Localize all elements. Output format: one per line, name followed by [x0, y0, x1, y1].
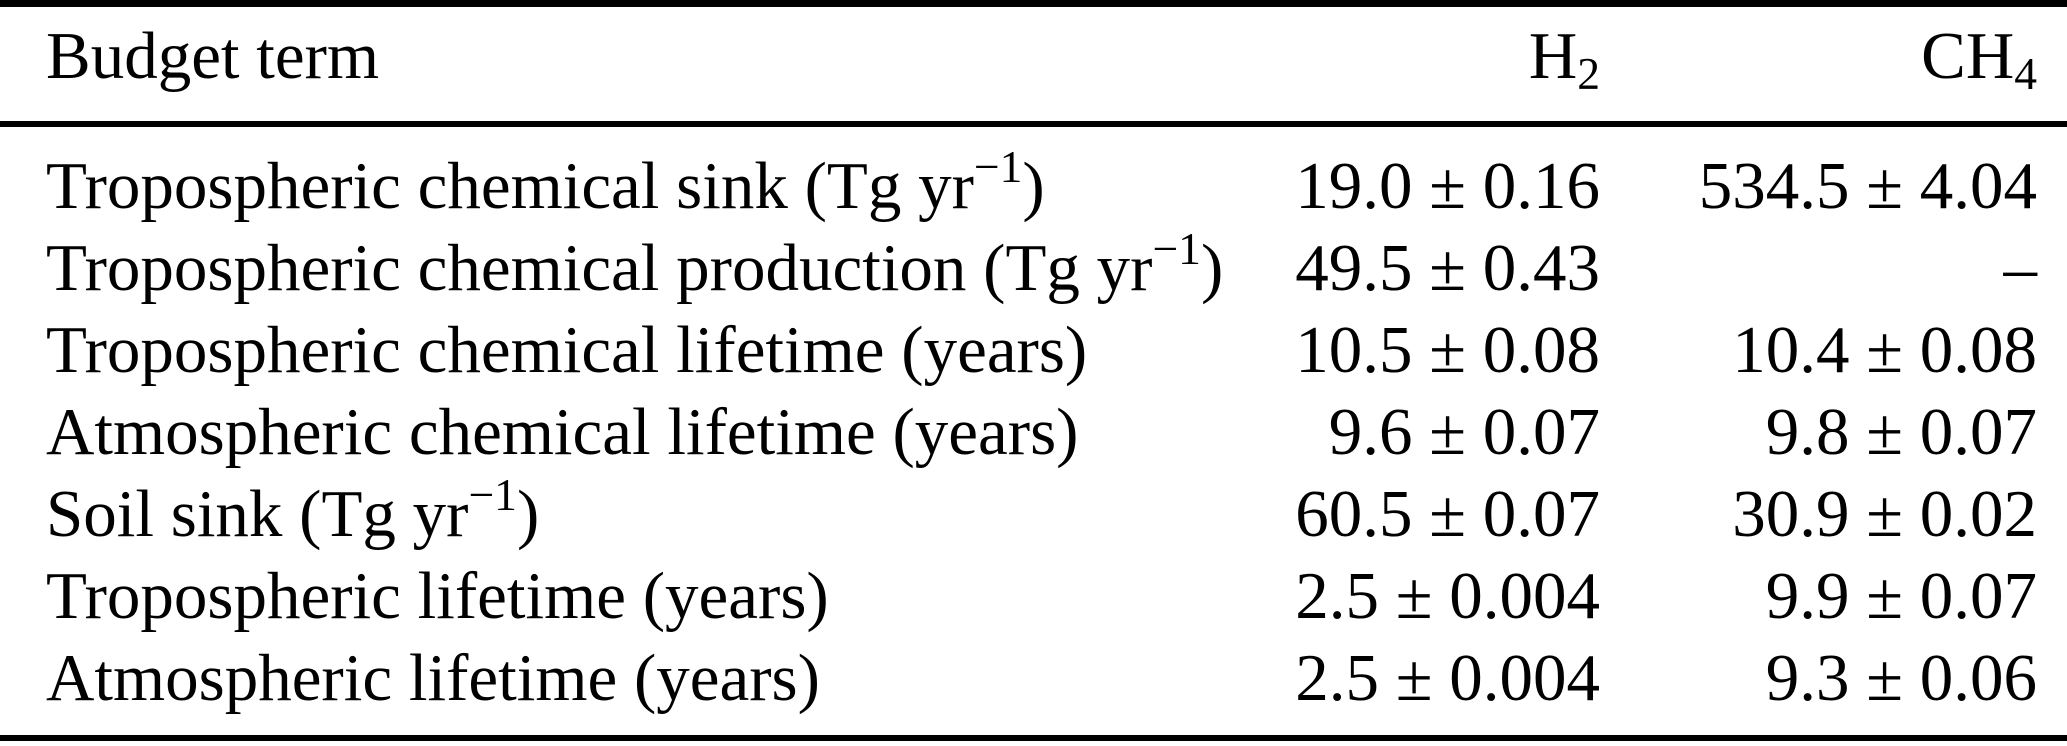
- h2-value-cell: 49.5 ± 0.43: [1295, 231, 1600, 305]
- table-header: Budget term H2 CH4: [0, 3, 2067, 127]
- header-budget-term-label: Budget term: [46, 19, 380, 93]
- ch4-formula-subscript: 4: [2014, 48, 2037, 100]
- budget-term-label-close: ): [516, 477, 540, 551]
- table-row-tropospheric-chemical-sink: Tropospheric chemical sink (Tg yr−1) 19.…: [0, 124, 2067, 227]
- h2-value-cell: 9.6 ± 0.07: [1328, 395, 1600, 469]
- ch4-value-cell: 9.3 ± 0.06: [1765, 641, 2037, 715]
- table-body: Tropospheric chemical sink (Tg yr−1) 19.…: [0, 124, 2067, 738]
- h2-formula-base: H: [1528, 19, 1578, 93]
- header-budget-term: Budget term: [0, 3, 1240, 127]
- unit-exponent: −1: [973, 140, 1023, 192]
- unit-exponent: −1: [468, 468, 517, 520]
- table-row-soil-sink: Soil sink (Tg yr−1) 60.5 ± 0.07 30.9 ± 0…: [0, 471, 2067, 555]
- header-row: Budget term H2 CH4: [0, 3, 2067, 127]
- ch4-value-cell: 9.8 ± 0.07: [1765, 395, 2037, 469]
- ch4-value-cell: 9.9 ± 0.07: [1765, 559, 2037, 633]
- ch4-value-cell: 10.4 ± 0.08: [1732, 313, 2037, 387]
- h2-value-cell: 2.5 ± 0.004: [1295, 559, 1600, 633]
- budget-term-label-close: ): [1200, 231, 1224, 305]
- header-h2: H2: [1240, 3, 1600, 127]
- budget-term-cell: Tropospheric chemical lifetime (years): [0, 309, 1240, 391]
- budget-term-label: Tropospheric chemical production (Tg yr: [46, 231, 1153, 305]
- ch4-value-cell: –: [2003, 231, 2038, 305]
- h2-value-cell: 2.5 ± 0.004: [1295, 641, 1600, 715]
- budget-term-label: Tropospheric chemical lifetime (years): [46, 313, 1088, 387]
- budget-term-cell: Tropospheric chemical production (Tg yr−…: [0, 225, 1240, 309]
- budget-term-cell: Atmospheric chemical lifetime (years): [0, 391, 1240, 473]
- h2-value-cell: 60.5 ± 0.07: [1295, 477, 1600, 551]
- budget-term-label: Atmospheric chemical lifetime (years): [46, 395, 1079, 469]
- h2-value-cell: 19.0 ± 0.16: [1295, 149, 1600, 223]
- table-row-tropospheric-chemical-production: Tropospheric chemical production (Tg yr−…: [0, 225, 2067, 309]
- h2-value-cell: 10.5 ± 0.08: [1295, 313, 1600, 387]
- budget-term-cell: Tropospheric chemical sink (Tg yr−1): [0, 124, 1240, 227]
- budget-term-cell: Atmospheric lifetime (years): [0, 637, 1240, 738]
- header-ch4: CH4: [1600, 3, 2067, 127]
- budget-term-cell: Soil sink (Tg yr−1): [0, 471, 1240, 555]
- budget-term-label: Tropospheric lifetime (years): [46, 559, 829, 633]
- ch4-value-cell: 30.9 ± 0.02: [1732, 477, 2037, 551]
- h2-formula-subscript: 2: [1577, 48, 1600, 100]
- budget-term-label: Tropospheric chemical sink (Tg yr: [46, 149, 974, 223]
- unit-exponent: −1: [1152, 222, 1201, 274]
- table-row-tropospheric-chemical-lifetime: Tropospheric chemical lifetime (years) 1…: [0, 309, 2067, 391]
- budget-term-label: Soil sink (Tg yr: [46, 477, 469, 551]
- ch4-value-cell: 534.5 ± 4.04: [1698, 149, 2037, 223]
- budget-term-label: Atmospheric lifetime (years): [46, 641, 820, 715]
- table-row-atmospheric-lifetime: Atmospheric lifetime (years) 2.5 ± 0.004…: [0, 637, 2067, 738]
- table-row-atmospheric-chemical-lifetime: Atmospheric chemical lifetime (years) 9.…: [0, 391, 2067, 473]
- table-row-tropospheric-lifetime: Tropospheric lifetime (years) 2.5 ± 0.00…: [0, 555, 2067, 637]
- ch4-formula-base: CH: [1921, 19, 2015, 93]
- budget-term-label-close: ): [1022, 149, 1045, 223]
- budget-term-cell: Tropospheric lifetime (years): [0, 555, 1240, 637]
